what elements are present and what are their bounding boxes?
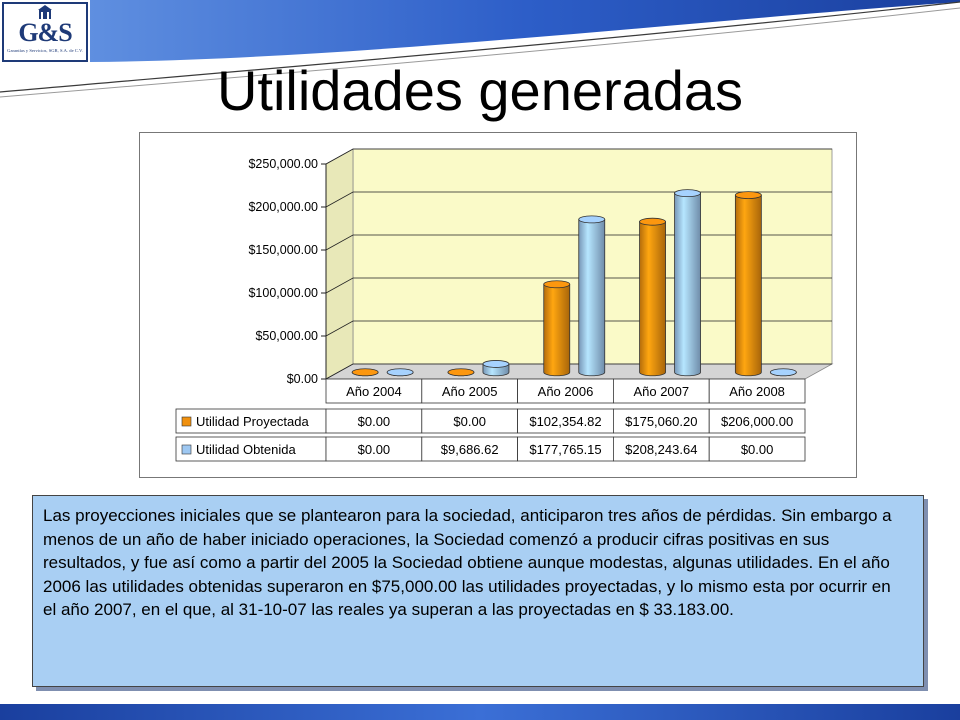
data-label: $208,243.64: [625, 442, 697, 457]
gridline: [325, 191, 832, 208]
bar-top: [734, 191, 762, 199]
y-tick-label: $200,000.00: [248, 200, 318, 214]
y-tick-label: $250,000.00: [248, 157, 318, 171]
bar-top: [674, 189, 701, 198]
table-header-cell: [517, 378, 614, 404]
header-swoosh: [0, 0, 960, 98]
bar-top: [447, 368, 475, 377]
table-cell: [517, 408, 614, 434]
table-cell: [517, 436, 614, 462]
gridline: [325, 277, 832, 294]
table-cell: [325, 436, 423, 462]
bar: [447, 368, 475, 377]
bar-body: [734, 194, 762, 377]
chart-side-wall: [325, 148, 354, 380]
description-text: Las proyecciones iniciales que se plante…: [43, 506, 892, 619]
bar-top: [769, 368, 797, 377]
data-label: $206,000.00: [721, 414, 793, 429]
bar: [734, 191, 762, 377]
category-label: Año 2006: [538, 384, 594, 399]
data-label: $0.00: [453, 414, 486, 429]
y-tick-label: $100,000.00: [248, 286, 318, 300]
table-cell: [612, 436, 710, 462]
legend-swatch: [181, 416, 192, 427]
gridline: [325, 234, 832, 251]
legend-cell: [175, 436, 327, 462]
table-cell: [325, 408, 423, 434]
category-label: Año 2007: [633, 384, 689, 399]
bar-body: [578, 218, 606, 377]
table-cell: [708, 408, 806, 434]
bar-chart: $0.00 $50,000.00 $100,000.00 $150,000.00 $20…: [175, 148, 834, 462]
bar: [639, 217, 666, 377]
bar-top: [639, 217, 666, 226]
bar: [386, 368, 414, 377]
logo-text: G&S: [18, 18, 72, 47]
legend-label: Utilidad Obtenida: [196, 442, 296, 457]
table-header-cell: [612, 378, 710, 404]
description-box: Las proyecciones iniciales que se plante…: [32, 495, 924, 687]
bar: [543, 280, 571, 377]
bar-body: [639, 221, 666, 377]
y-tick-label: $50,000.00: [255, 329, 318, 343]
gridline: [325, 320, 832, 337]
bar: [482, 360, 510, 377]
page-title: Utilidades generadas: [216, 59, 744, 122]
data-label: $0.00: [741, 442, 774, 457]
table-header-cell: [708, 378, 806, 404]
logo-subtitle: Garantías y Servicios, SGR, S.A. de C.V.: [7, 48, 83, 53]
bar-top: [543, 280, 571, 289]
bar-top: [482, 360, 510, 368]
category-label: Año 2005: [442, 384, 498, 399]
category-label: Año 2004: [346, 384, 402, 399]
chart-frame: $0.00 $50,000.00 $100,000.00 $150,000.00 $20…: [139, 132, 857, 478]
category-label: Año 2008: [729, 384, 785, 399]
bar: [674, 189, 701, 377]
bar-top: [386, 368, 414, 377]
company-logo: G&S Garantías y Servicios, SGR, S.A. de …: [2, 2, 88, 62]
table-cell: [421, 408, 518, 434]
legend-cell: [175, 408, 327, 434]
bar-top: [351, 368, 379, 377]
bar: [351, 368, 379, 377]
table-cell: [612, 408, 710, 434]
table-cell: [708, 436, 806, 462]
table-cell: [421, 436, 518, 462]
legend-swatch: [181, 444, 192, 455]
bar-body: [674, 192, 701, 377]
bar-top: [578, 215, 606, 224]
data-label: $102,354.82: [529, 414, 601, 429]
gridline: [325, 363, 832, 380]
data-label: $9,686.62: [441, 442, 499, 457]
data-label: $175,060.20: [625, 414, 697, 429]
legend-label: Utilidad Proyectada: [196, 414, 309, 429]
bar: [769, 368, 797, 377]
y-tick-label: $150,000.00: [248, 243, 318, 257]
bar-body: [543, 283, 571, 377]
footer-bar: [0, 704, 960, 720]
data-label: $177,765.15: [529, 442, 601, 457]
logo-building-icon: [38, 5, 52, 19]
data-label: $0.00: [358, 414, 391, 429]
data-label: $0.00: [358, 442, 391, 457]
gridline: [325, 148, 832, 165]
y-tick-label: $0.00: [287, 372, 318, 386]
bar: [578, 215, 606, 377]
table-header-cell: [325, 378, 423, 404]
